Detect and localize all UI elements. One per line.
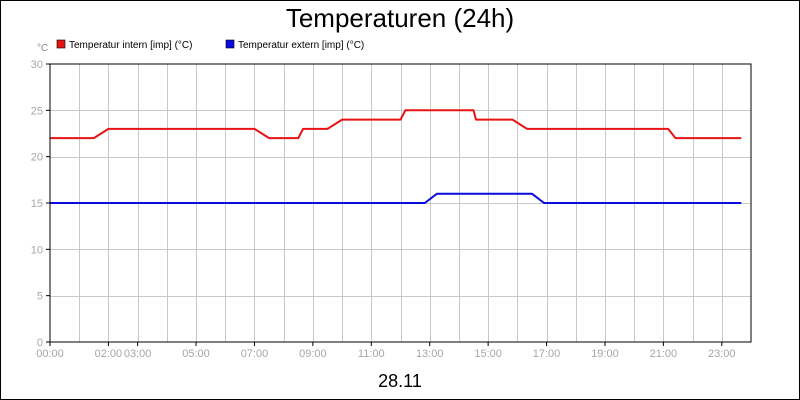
- series-lines: [50, 109, 742, 204]
- date-label: 28.11: [378, 371, 422, 391]
- legend-swatch-1: [56, 39, 66, 49]
- series-line-2: [50, 192, 742, 204]
- y-tick-label: 5: [37, 291, 43, 303]
- legend-label-1: Temperatur intern [imp] (°C): [69, 40, 192, 51]
- x-tick-label: 03:00: [124, 348, 152, 360]
- series-line-1: [50, 109, 742, 140]
- x-tick-label: 09:00: [299, 348, 327, 360]
- legend: Temperatur intern [imp] (°C) Temperatur e…: [56, 39, 364, 51]
- y-tick-label: 10: [31, 244, 43, 256]
- y-tick-label: 15: [31, 198, 43, 210]
- x-axis-ticks: 00:00 02:00 03:00 05:00 07:00 09:00 11:00 13:00…: [36, 342, 736, 360]
- legend-label-2: Temperatur extern [imp] (°C): [238, 40, 364, 51]
- x-tick-label: 23:00: [708, 348, 736, 360]
- x-tick-label: 15:00: [474, 348, 502, 360]
- x-tick-label: 21:00: [650, 348, 678, 360]
- x-tick-label: 13:00: [416, 348, 444, 360]
- x-tick-label: 07:00: [241, 348, 269, 360]
- y-tick-label: 30: [31, 59, 43, 71]
- y-tick-label: 20: [31, 152, 43, 164]
- y-tick-label: 0: [37, 337, 43, 349]
- chart-title: Temperaturen (24h): [286, 3, 514, 33]
- y-axis-ticks: 0 5 10 15 20 25 30: [31, 59, 50, 349]
- legend-swatch-2: [225, 39, 235, 49]
- y-axis-unit: °C: [37, 43, 48, 54]
- x-tick-label: 05:00: [182, 348, 210, 360]
- x-tick-label: 11:00: [358, 348, 385, 360]
- x-tick-label: 17:00: [533, 348, 561, 360]
- x-tick-label: 00:00: [36, 348, 64, 360]
- y-tick-label: 25: [31, 105, 43, 117]
- x-tick-label: 02:00: [95, 348, 123, 360]
- x-tick-label: 19:00: [591, 348, 619, 360]
